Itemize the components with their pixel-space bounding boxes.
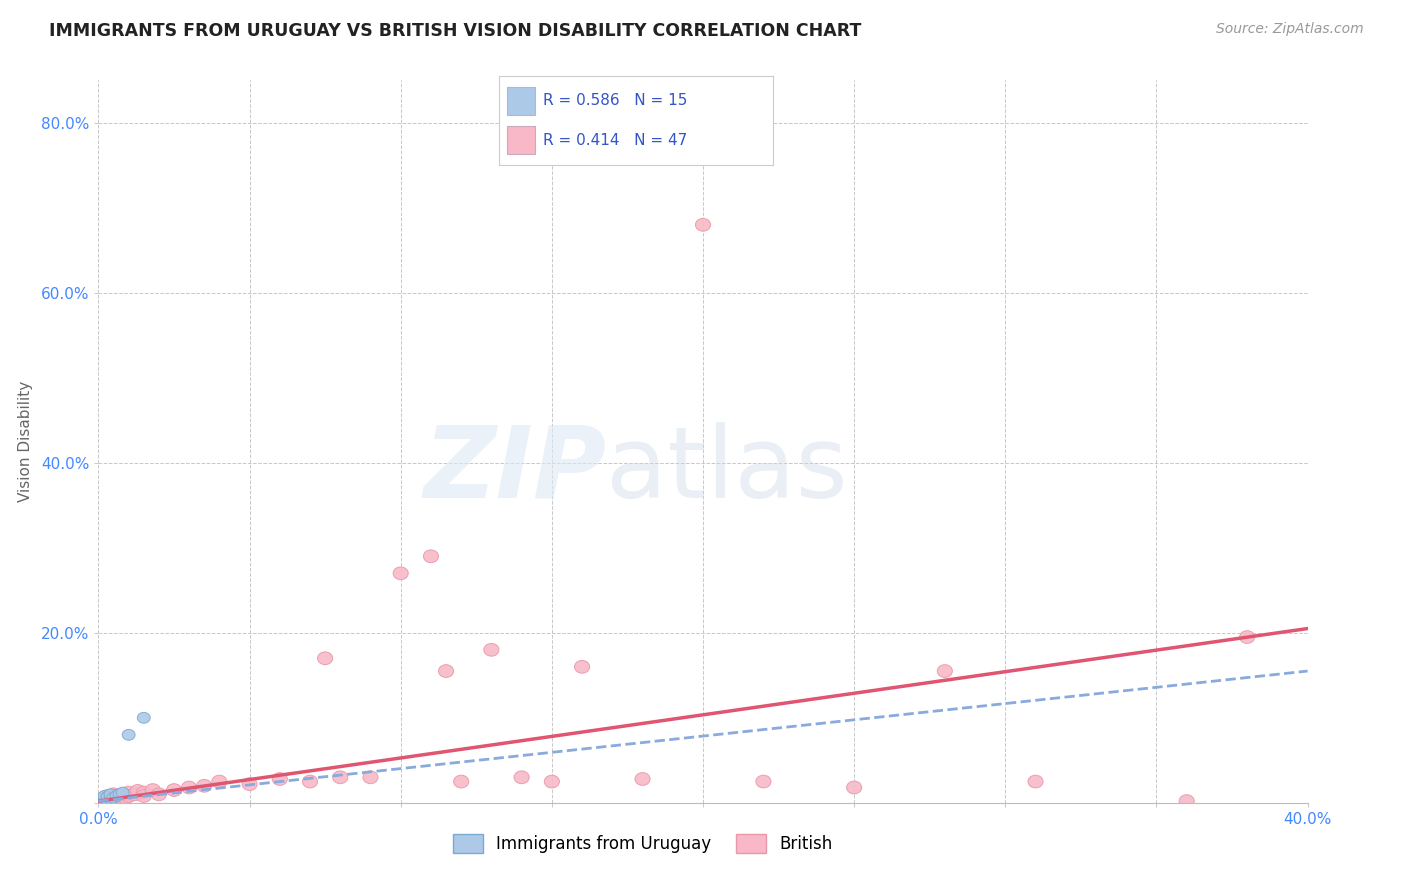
Ellipse shape <box>98 792 111 803</box>
Ellipse shape <box>242 778 257 790</box>
Ellipse shape <box>333 771 347 784</box>
Ellipse shape <box>112 789 127 800</box>
Ellipse shape <box>100 789 115 803</box>
Ellipse shape <box>636 772 650 785</box>
Ellipse shape <box>394 567 408 580</box>
Ellipse shape <box>96 796 108 806</box>
Ellipse shape <box>212 775 226 788</box>
Ellipse shape <box>484 643 499 657</box>
Ellipse shape <box>696 219 710 231</box>
Legend: Immigrants from Uruguay, British: Immigrants from Uruguay, British <box>446 827 839 860</box>
Ellipse shape <box>138 713 150 723</box>
Ellipse shape <box>756 775 770 788</box>
Ellipse shape <box>112 792 127 805</box>
Ellipse shape <box>104 793 117 804</box>
Ellipse shape <box>105 791 121 804</box>
Ellipse shape <box>100 793 115 805</box>
Ellipse shape <box>1028 775 1043 788</box>
Text: R = 0.414   N = 47: R = 0.414 N = 47 <box>543 133 688 147</box>
Ellipse shape <box>97 795 112 807</box>
Ellipse shape <box>127 788 142 801</box>
Ellipse shape <box>302 775 318 788</box>
Ellipse shape <box>197 780 212 792</box>
Ellipse shape <box>515 771 529 784</box>
Ellipse shape <box>97 791 112 804</box>
Ellipse shape <box>94 795 110 807</box>
Ellipse shape <box>110 790 122 801</box>
Ellipse shape <box>575 660 589 673</box>
Ellipse shape <box>439 665 454 677</box>
Ellipse shape <box>181 781 197 794</box>
Ellipse shape <box>98 790 111 801</box>
Ellipse shape <box>1180 795 1194 807</box>
Y-axis label: Vision Disability: Vision Disability <box>17 381 32 502</box>
Text: ZIP: ZIP <box>423 422 606 519</box>
Ellipse shape <box>94 793 110 805</box>
Ellipse shape <box>166 784 181 797</box>
Ellipse shape <box>136 789 152 803</box>
Ellipse shape <box>1240 631 1254 643</box>
Ellipse shape <box>152 788 166 801</box>
Ellipse shape <box>118 791 134 804</box>
Ellipse shape <box>544 775 560 788</box>
Ellipse shape <box>846 781 862 794</box>
Ellipse shape <box>105 788 121 801</box>
Ellipse shape <box>107 792 120 803</box>
Text: atlas: atlas <box>606 422 848 519</box>
Ellipse shape <box>318 652 333 665</box>
Text: Source: ZipAtlas.com: Source: ZipAtlas.com <box>1216 22 1364 37</box>
Ellipse shape <box>121 786 136 799</box>
Ellipse shape <box>938 665 952 677</box>
Ellipse shape <box>101 794 114 805</box>
Ellipse shape <box>103 794 118 806</box>
Ellipse shape <box>115 788 131 801</box>
Ellipse shape <box>121 789 136 803</box>
Ellipse shape <box>96 794 108 805</box>
FancyBboxPatch shape <box>508 87 534 115</box>
Text: IMMIGRANTS FROM URUGUAY VS BRITISH VISION DISABILITY CORRELATION CHART: IMMIGRANTS FROM URUGUAY VS BRITISH VISIO… <box>49 22 862 40</box>
FancyBboxPatch shape <box>508 126 534 154</box>
Ellipse shape <box>110 789 124 803</box>
Ellipse shape <box>363 771 378 784</box>
Ellipse shape <box>423 549 439 563</box>
Text: R = 0.586   N = 15: R = 0.586 N = 15 <box>543 94 688 108</box>
Ellipse shape <box>454 775 468 788</box>
Ellipse shape <box>101 791 114 802</box>
Ellipse shape <box>104 789 117 800</box>
Ellipse shape <box>136 786 152 799</box>
Ellipse shape <box>98 795 111 805</box>
Ellipse shape <box>131 785 145 797</box>
Ellipse shape <box>122 730 135 740</box>
Ellipse shape <box>273 772 287 785</box>
Ellipse shape <box>117 787 129 798</box>
Ellipse shape <box>145 784 160 797</box>
